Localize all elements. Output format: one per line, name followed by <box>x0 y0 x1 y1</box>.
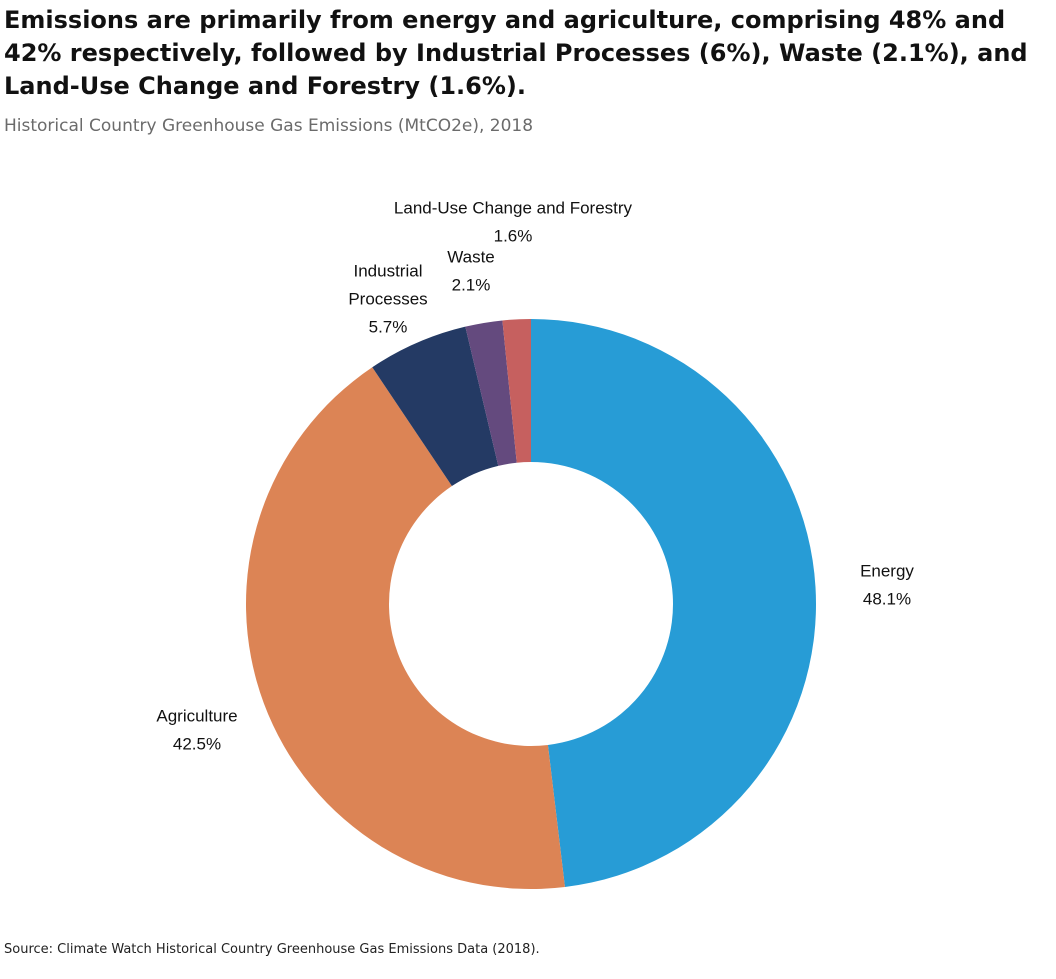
slice-agriculture <box>245 367 565 890</box>
slice-category-label: Energy <box>860 561 914 580</box>
slice-category-label: Land-Use Change and Forestry <box>394 198 633 217</box>
slice-category-label: Processes <box>348 289 427 308</box>
chart-subtitle: Historical Country Greenhouse Gas Emissi… <box>4 116 534 136</box>
slice-label-agriculture: Agriculture 42.5% <box>156 706 237 753</box>
slice-industrial-processes <box>372 326 499 487</box>
slice-category-label: Waste <box>447 247 495 266</box>
slice-value-label: 42.5% <box>173 734 221 753</box>
slice-label-land-use-change-and-forestry: Land-Use Change and Forestry 1.6% <box>394 198 633 245</box>
chart-title: Emissions are primarily from energy and … <box>4 6 1028 100</box>
slice-value-label: 48.1% <box>863 589 911 608</box>
slice-category-label: Agriculture <box>156 706 237 725</box>
slice-label-energy: Energy 48.1% <box>860 561 914 608</box>
slice-value-label: 1.6% <box>494 226 533 245</box>
source-note: Source: Climate Watch Historical Country… <box>4 942 540 957</box>
slice-category-label: Industrial <box>354 261 423 280</box>
slice-value-label: 2.1% <box>452 275 491 294</box>
slice-land-use-change-and-forestry <box>502 319 531 463</box>
slice-waste <box>465 320 517 466</box>
slice-label-industrial-processes: Industrial Processes 5.7% <box>348 261 427 336</box>
slice-label-waste: Waste 2.1% <box>447 247 495 294</box>
slice-value-label: 5.7% <box>369 317 408 336</box>
slice-energy <box>531 319 817 887</box>
